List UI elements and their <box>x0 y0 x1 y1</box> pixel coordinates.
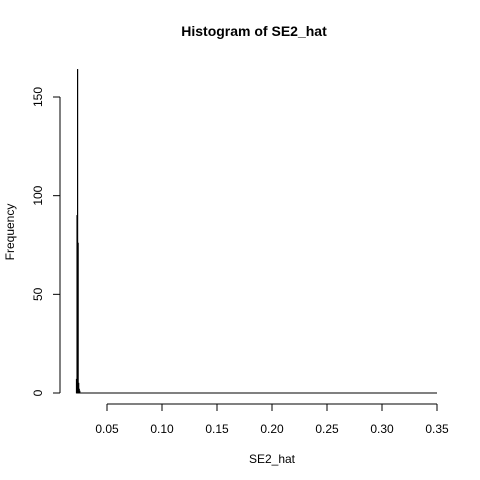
x-tick-label: 0.35 <box>425 422 449 436</box>
y-tick-label: 50 <box>31 287 45 301</box>
y-axis: 0 50 100 150 <box>31 87 61 396</box>
y-tick-label: 100 <box>31 185 45 205</box>
x-tick-label: 0.05 <box>95 422 119 436</box>
x-axis: 0.05 0.10 0.15 0.20 0.25 0.30 0.35 <box>95 403 449 436</box>
histogram-bar-3 <box>77 242 79 394</box>
x-tick-label: 0.30 <box>370 422 394 436</box>
chart-title: Histogram of SE2_hat <box>181 23 327 39</box>
y-tick-label: 0 <box>31 389 45 396</box>
x-tick-label: 0.25 <box>315 422 339 436</box>
x-axis-label: SE2_hat <box>249 452 296 466</box>
x-tick-label: 0.15 <box>205 422 229 436</box>
x-tick-label: 0.20 <box>260 422 284 436</box>
y-tick-label: 150 <box>31 87 45 107</box>
y-axis-label: Frequency <box>3 204 17 261</box>
x-tick-label: 0.10 <box>150 422 174 436</box>
histogram-bars <box>75 69 81 394</box>
